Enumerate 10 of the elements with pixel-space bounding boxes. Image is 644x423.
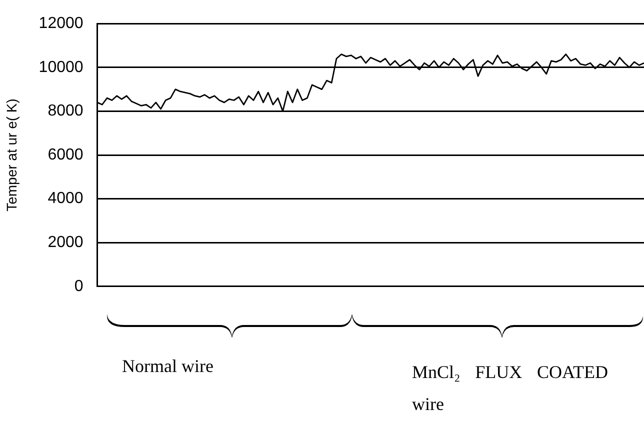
y-tick-label: 8000 [48,102,84,120]
text: Normal wire [122,356,214,377]
y-tick-label: 0 [74,278,84,295]
y-tick-label: 4000 [48,190,84,208]
y-axis-title: Temper at ur e( K) [3,98,20,212]
y-tick-label: 12000 [38,15,84,32]
text: MnCl₂ FLUX COATED wire [412,361,608,416]
y-tick-label: 2000 [48,234,84,252]
y-tick-label: 6000 [48,146,84,164]
y-tick-label: 10000 [38,58,84,76]
